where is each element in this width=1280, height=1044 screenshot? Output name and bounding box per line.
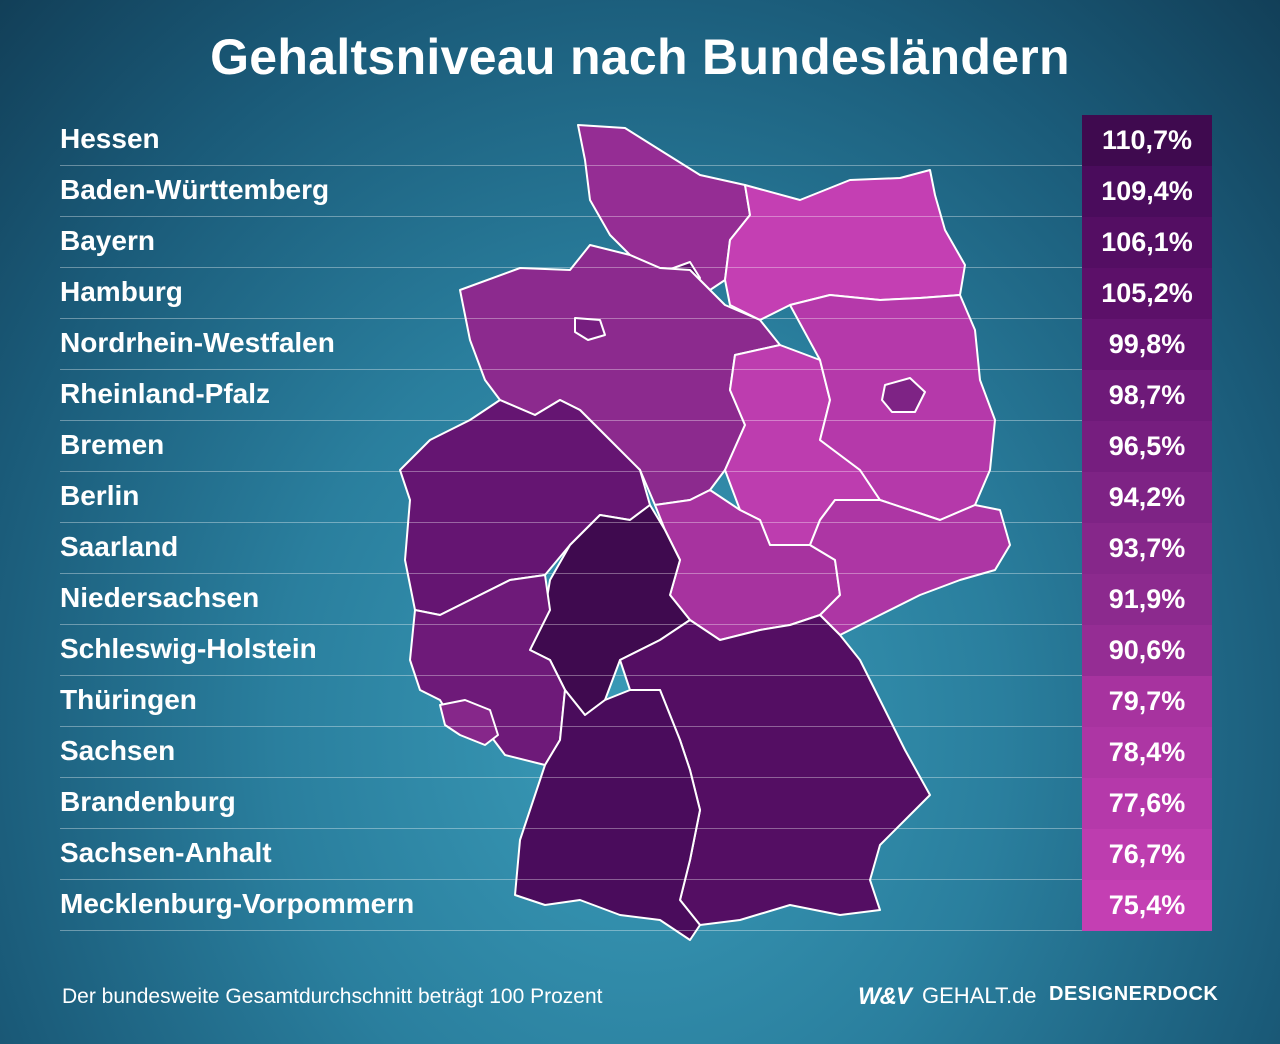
- state-value: 93,7%: [1082, 523, 1212, 574]
- row-divider: [60, 930, 1082, 931]
- state-value: 79,7%: [1082, 676, 1212, 727]
- state-label: Mecklenburg-Vorpommern: [60, 888, 415, 919]
- germany-map: [399, 124, 1011, 941]
- state-value: 110,7%: [1082, 115, 1212, 166]
- list-item: Nordrhein-Westfalen 99,8%: [60, 319, 1212, 370]
- state-label: Niedersachsen: [60, 582, 260, 613]
- state-value: 94,2%: [1082, 472, 1212, 523]
- state-label: Baden-Württemberg: [60, 174, 330, 205]
- state-value: 98,7%: [1082, 370, 1212, 421]
- row-divider: [60, 522, 1082, 523]
- state-value: 75,4%: [1082, 880, 1212, 931]
- row-divider: [60, 267, 1082, 268]
- list-item: Schleswig-Holstein 90,6%: [60, 625, 1212, 676]
- list-item: Sachsen-Anhalt 76,7%: [60, 829, 1212, 880]
- state-label: Saarland: [60, 531, 179, 562]
- row-divider: [60, 624, 1082, 625]
- state-value: 99,8%: [1082, 319, 1212, 370]
- gehalt-logo: GEHALT.de: [922, 983, 1037, 1008]
- state-label: Rheinland-Pfalz: [60, 378, 271, 409]
- map-berlin: [881, 377, 926, 413]
- state-label: Bayern: [60, 225, 155, 256]
- row-divider: [60, 675, 1082, 676]
- designerdock-logo: DESIGNERDOCK: [1049, 983, 1219, 1005]
- state-value: 106,1%: [1082, 217, 1212, 268]
- list-item: Berlin 94,2%: [60, 472, 1212, 523]
- map-sachsen: [809, 499, 1011, 636]
- state-value: 91,9%: [1082, 574, 1212, 625]
- row-divider: [60, 318, 1082, 319]
- map-bremen: [574, 317, 606, 341]
- state-label: Thüringen: [60, 684, 197, 715]
- map-baden-wuerttemberg: [514, 689, 701, 941]
- list-item: Hamburg 105,2%: [60, 268, 1212, 319]
- row-divider: [60, 573, 1082, 574]
- list-item: Brandenburg 77,6%: [60, 778, 1212, 829]
- map-schleswig-holstein: [577, 124, 751, 291]
- page-title: Gehaltsniveau nach Bundesländern: [210, 29, 1070, 85]
- state-value: 76,7%: [1082, 829, 1212, 880]
- row-divider: [60, 369, 1082, 370]
- state-label: Schleswig-Holstein: [60, 633, 317, 664]
- wv-logo: W&V: [858, 983, 912, 1010]
- list-item: Thüringen 79,7%: [60, 676, 1212, 727]
- state-label: Bremen: [60, 429, 165, 460]
- state-value: 77,6%: [1082, 778, 1212, 829]
- list-item: Sachsen 78,4%: [60, 727, 1212, 778]
- map-saarland: [439, 699, 499, 746]
- footnote: Der bundesweite Gesamtdurchschnitt beträ…: [62, 985, 603, 1008]
- state-value: 96,5%: [1082, 421, 1212, 472]
- state-value: 78,4%: [1082, 727, 1212, 778]
- row-divider: [60, 471, 1082, 472]
- list-item: Mecklenburg-Vorpommern 75,4%: [60, 880, 1212, 931]
- ranking-list: Hessen 110,7% Baden-Württemberg 109,4% Bay…: [60, 115, 1212, 931]
- row-divider: [60, 420, 1082, 421]
- state-label: Brandenburg: [60, 786, 236, 817]
- row-divider: [60, 879, 1082, 880]
- row-divider: [60, 828, 1082, 829]
- list-item: Niedersachsen 91,9%: [60, 574, 1212, 625]
- state-label: Hessen: [60, 123, 160, 154]
- state-value: 105,2%: [1082, 268, 1212, 319]
- row-divider: [60, 165, 1082, 166]
- state-value: 90,6%: [1082, 625, 1212, 676]
- list-item: Bremen 96,5%: [60, 421, 1212, 472]
- list-item: Hessen 110,7%: [60, 115, 1212, 166]
- state-value: 109,4%: [1082, 166, 1212, 217]
- list-item: Rheinland-Pfalz 98,7%: [60, 370, 1212, 421]
- state-label: Berlin: [60, 480, 140, 511]
- state-label: Sachsen-Anhalt: [60, 837, 272, 868]
- state-label: Sachsen: [60, 735, 176, 766]
- row-divider: [60, 726, 1082, 727]
- row-divider: [60, 216, 1082, 217]
- list-item: Saarland 93,7%: [60, 523, 1212, 574]
- state-label: Nordrhein-Westfalen: [60, 327, 335, 358]
- row-divider: [60, 777, 1082, 778]
- state-label: Hamburg: [60, 276, 183, 307]
- list-item: Bayern 106,1%: [60, 217, 1212, 268]
- list-item: Baden-Württemberg 109,4%: [60, 166, 1212, 217]
